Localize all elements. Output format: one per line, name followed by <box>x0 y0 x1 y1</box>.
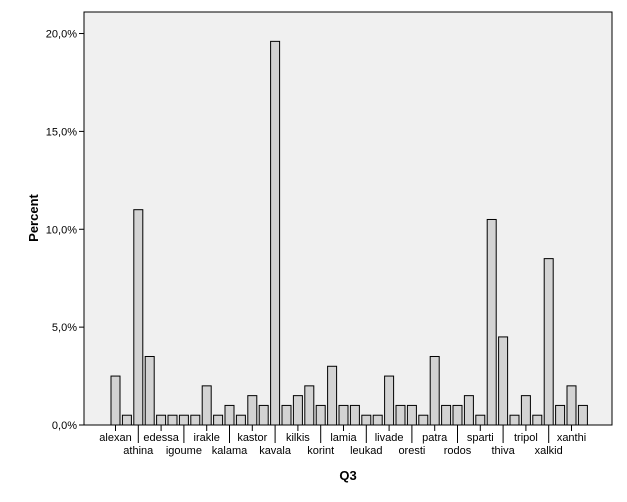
bar-33 <box>486 218 497 426</box>
y-axis: 0,0% 5,0% 10,0% 15,0% 20,0% <box>46 29 84 432</box>
bar-36 <box>520 395 531 426</box>
bar-13 <box>258 404 269 426</box>
x-axis: alexanathinaedessaigoumeiraklekalamakast… <box>99 425 586 457</box>
bar-28 <box>429 355 440 426</box>
bar-21 <box>349 404 360 426</box>
bar-32 <box>475 414 486 426</box>
bar-18 <box>315 404 326 426</box>
x-tick-label-14: patra <box>422 432 448 444</box>
bar-3 <box>144 355 155 426</box>
bar-19 <box>327 365 338 426</box>
bar-29 <box>441 404 452 426</box>
x-tick-label-8: kilkis <box>286 432 310 444</box>
bar-31 <box>463 395 474 426</box>
bar-1 <box>121 414 132 426</box>
x-tick-label-17: thiva <box>491 445 515 457</box>
bar-25 <box>395 404 406 426</box>
bar-4 <box>156 414 167 426</box>
x-tick-label-15: rodos <box>444 445 472 457</box>
bar-38 <box>543 258 554 426</box>
y-axis-title: Percent <box>26 193 41 241</box>
x-tick-label-3: igoume <box>166 445 202 457</box>
x-tick-label-0: alexan <box>99 432 131 444</box>
x-tick-label-7: kavala <box>259 445 292 457</box>
bar-8 <box>201 385 212 426</box>
x-tick-label-5: kalama <box>212 445 248 457</box>
x-tick-label-4: irakle <box>194 432 220 444</box>
y-tick-label-2: 10,0% <box>46 224 77 236</box>
bar-22 <box>361 414 372 426</box>
bars-group <box>110 40 588 426</box>
plot-background <box>83 11 613 426</box>
bar-16 <box>292 395 303 426</box>
x-tick-label-6: kastor <box>237 432 267 444</box>
bar-23 <box>372 414 383 426</box>
x-tick-label-16: sparti <box>467 432 494 444</box>
y-tick-label-4: 20,0% <box>46 29 77 41</box>
bar-26 <box>406 404 417 426</box>
bar-20 <box>338 404 349 426</box>
x-tick-label-10: lamia <box>330 432 357 444</box>
x-tick-label-1: athina <box>123 445 154 457</box>
bar-0 <box>110 375 121 426</box>
bar-12 <box>247 395 258 426</box>
bar-41 <box>577 404 588 426</box>
x-axis-title: Q3 <box>339 468 356 483</box>
x-tick-label-19: xalkid <box>535 445 563 457</box>
x-tick-label-9: korint <box>307 445 334 457</box>
bar-30 <box>452 404 463 426</box>
x-tick-label-18: tripol <box>514 432 538 444</box>
bar-35 <box>509 414 520 426</box>
x-tick-label-2: edessa <box>143 432 179 444</box>
bar-10 <box>224 404 235 426</box>
bar-9 <box>213 414 224 426</box>
bar-37 <box>532 414 543 426</box>
bar-15 <box>281 404 292 426</box>
bar-7 <box>190 414 201 426</box>
bar-39 <box>555 404 566 426</box>
bar-14 <box>270 40 281 426</box>
y-tick-label-3: 15,0% <box>46 126 77 138</box>
bar-11 <box>235 414 246 426</box>
bar-40 <box>566 385 577 426</box>
bar-5 <box>167 414 178 426</box>
y-tick-label-1: 5,0% <box>52 322 77 334</box>
bar-2 <box>133 209 144 426</box>
bar-17 <box>304 385 315 426</box>
x-tick-label-11: leukad <box>350 445 382 457</box>
bar-34 <box>498 336 509 426</box>
x-tick-label-13: oresti <box>398 445 425 457</box>
bar-24 <box>384 375 395 426</box>
y-tick-label-0: 0,0% <box>52 420 77 432</box>
x-tick-label-12: livade <box>375 432 404 444</box>
bar-6 <box>178 414 189 426</box>
bar-27 <box>418 414 429 426</box>
x-tick-label-20: xanthi <box>557 432 586 444</box>
